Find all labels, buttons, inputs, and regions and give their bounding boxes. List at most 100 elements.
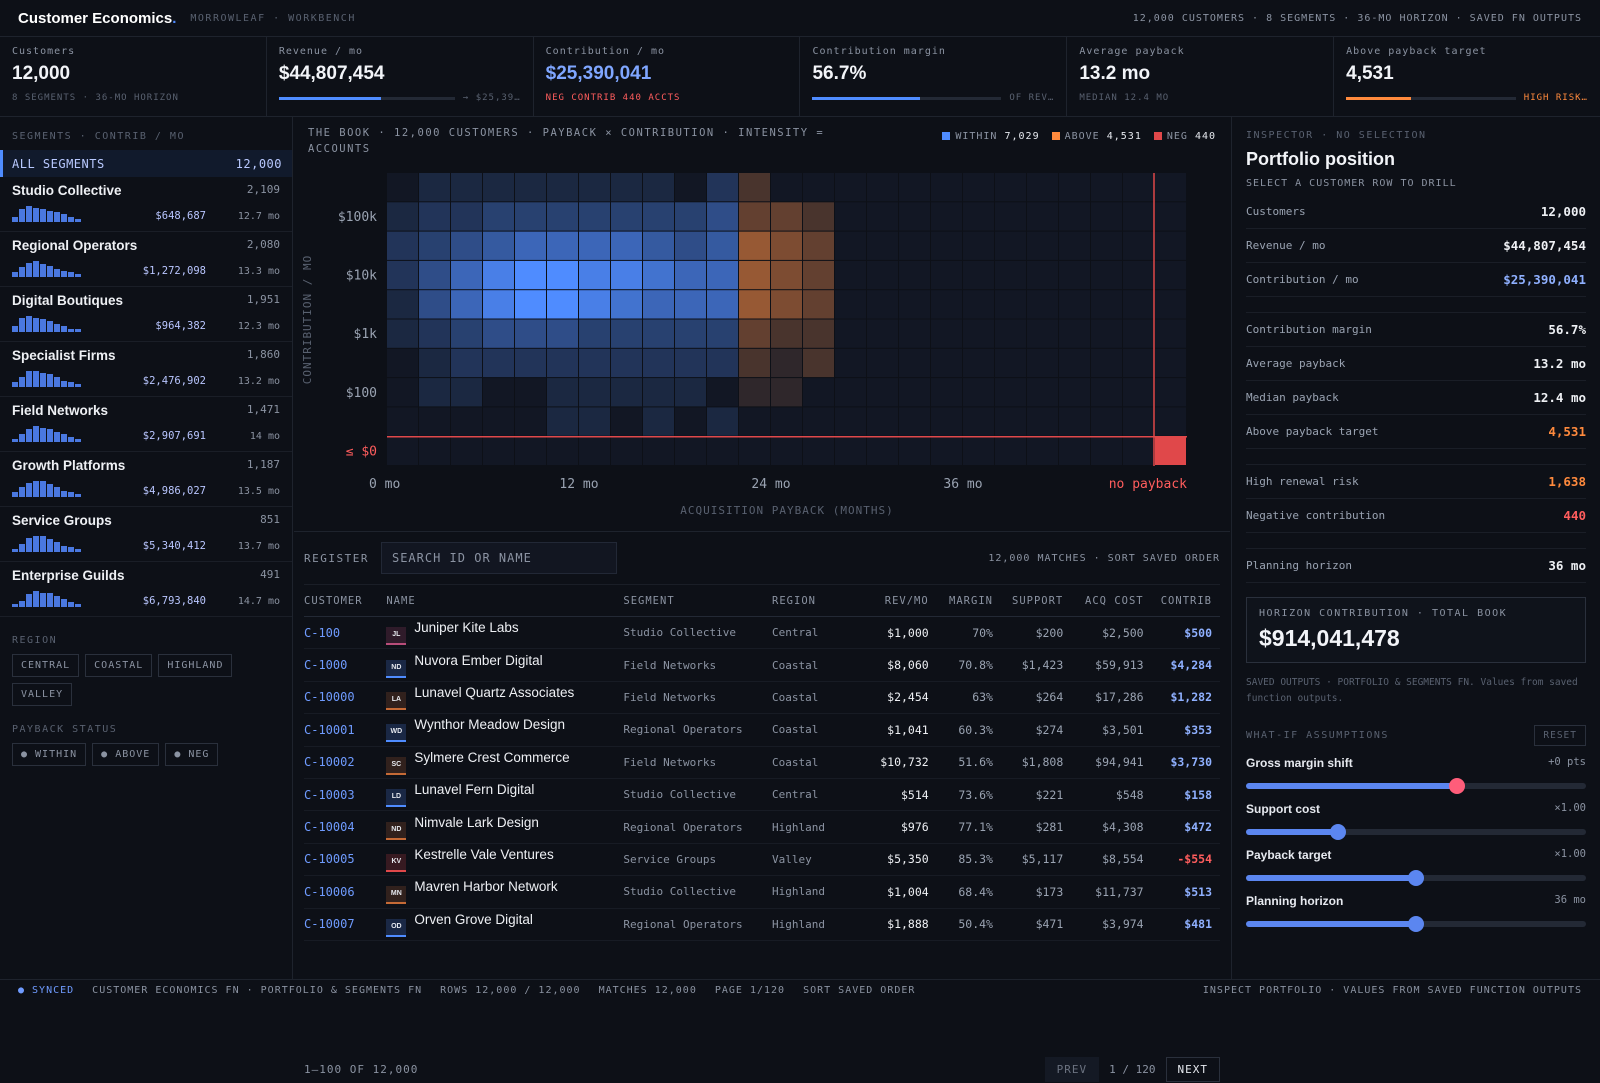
heatmap-cell[interactable] bbox=[931, 290, 962, 319]
payback-chip[interactable]: ● WITHIN bbox=[12, 743, 87, 766]
segment-item[interactable]: Specialist Firms 1,860 $2,476,902 13.2 mo bbox=[0, 342, 292, 397]
heatmap-cell[interactable] bbox=[579, 436, 610, 465]
heatmap-cell[interactable] bbox=[835, 348, 866, 378]
column-header[interactable]: REV/MO bbox=[860, 584, 929, 617]
heatmap-cell[interactable] bbox=[995, 319, 1026, 348]
heatmap-cell[interactable] bbox=[931, 407, 962, 436]
customer-id[interactable]: C-10002 bbox=[304, 746, 387, 779]
slider-handle[interactable] bbox=[1329, 824, 1346, 840]
heatmap-cell[interactable] bbox=[803, 436, 834, 465]
heatmap-cell[interactable] bbox=[643, 290, 674, 319]
heatmap-cell[interactable] bbox=[1155, 290, 1186, 319]
prev-button[interactable]: PREV bbox=[1044, 1056, 1100, 1082]
heatmap-cell[interactable] bbox=[899, 231, 930, 260]
customer-id[interactable]: C-10001 bbox=[304, 713, 387, 747]
segment-all[interactable]: ALL SEGMENTS 12,000 bbox=[0, 150, 292, 177]
heatmap-cell[interactable] bbox=[771, 290, 802, 319]
heatmap-cell[interactable] bbox=[483, 348, 514, 378]
slider-handle[interactable] bbox=[1408, 870, 1424, 886]
heatmap-cell[interactable] bbox=[419, 290, 450, 319]
heatmap-cell[interactable] bbox=[1123, 436, 1154, 465]
column-header[interactable]: NAME bbox=[386, 584, 624, 617]
heatmap-cell[interactable] bbox=[1091, 173, 1122, 202]
heatmap-cell[interactable] bbox=[515, 260, 546, 290]
region-chip[interactable]: CENTRAL bbox=[12, 654, 80, 677]
heatmap-cell[interactable] bbox=[451, 290, 482, 319]
heatmap-cell[interactable] bbox=[611, 290, 642, 319]
heatmap-cell[interactable] bbox=[579, 290, 610, 319]
heatmap-cell[interactable] bbox=[387, 378, 418, 407]
heatmap-cell[interactable] bbox=[1027, 378, 1058, 407]
heatmap-cell[interactable] bbox=[867, 436, 898, 465]
heatmap-cell[interactable] bbox=[707, 173, 738, 202]
heatmap-cell[interactable] bbox=[451, 378, 482, 407]
heatmap-cell[interactable] bbox=[1027, 348, 1058, 378]
heatmap-cell[interactable] bbox=[675, 436, 706, 465]
heatmap-cell[interactable] bbox=[611, 173, 642, 202]
heatmap-cell[interactable] bbox=[483, 202, 514, 231]
heatmap-cell[interactable] bbox=[995, 173, 1026, 202]
heatmap-cell[interactable] bbox=[803, 319, 834, 348]
heatmap-cell[interactable] bbox=[867, 319, 898, 348]
heatmap-cell[interactable] bbox=[771, 231, 802, 260]
heatmap-cell[interactable] bbox=[1091, 407, 1122, 436]
heatmap-cell[interactable] bbox=[739, 202, 770, 231]
heatmap-cell[interactable] bbox=[1091, 348, 1122, 378]
heatmap-cell[interactable] bbox=[1027, 173, 1058, 202]
heatmap-cell[interactable] bbox=[547, 319, 578, 348]
heatmap-cell[interactable] bbox=[643, 231, 674, 260]
heatmap-cell[interactable] bbox=[931, 260, 962, 290]
heatmap-cell[interactable] bbox=[835, 378, 866, 407]
heatmap-cell[interactable] bbox=[1027, 436, 1058, 465]
heatmap-cell[interactable] bbox=[835, 290, 866, 319]
heatmap-cell[interactable] bbox=[611, 319, 642, 348]
region-chip[interactable]: VALLEY bbox=[12, 683, 73, 706]
heatmap-cell[interactable] bbox=[995, 290, 1026, 319]
heatmap-cell[interactable] bbox=[835, 260, 866, 290]
heatmap-cell[interactable] bbox=[867, 202, 898, 231]
heatmap-cell[interactable] bbox=[547, 436, 578, 465]
heatmap-cell[interactable] bbox=[387, 319, 418, 348]
heatmap-cell[interactable] bbox=[579, 173, 610, 202]
heatmap-cell[interactable] bbox=[899, 173, 930, 202]
heatmap-cell[interactable] bbox=[739, 173, 770, 202]
segment-item[interactable]: Service Groups 851 $5,340,412 13.7 mo bbox=[0, 507, 292, 562]
heatmap-cell[interactable] bbox=[995, 378, 1026, 407]
heatmap-cell[interactable] bbox=[387, 173, 418, 202]
heatmap-cell[interactable] bbox=[1027, 319, 1058, 348]
heatmap-cell[interactable] bbox=[739, 407, 770, 436]
heatmap-cell[interactable] bbox=[1091, 319, 1122, 348]
heatmap-cell[interactable] bbox=[963, 319, 994, 348]
customer-id[interactable]: C-10005 bbox=[304, 843, 387, 877]
heatmap-cell[interactable] bbox=[707, 202, 738, 231]
heatmap-cell[interactable] bbox=[579, 348, 610, 378]
heatmap-cell[interactable] bbox=[1091, 290, 1122, 319]
heatmap-cell[interactable] bbox=[803, 348, 834, 378]
heatmap-cell[interactable] bbox=[1059, 436, 1090, 465]
column-header[interactable]: SUPPORT bbox=[992, 584, 1064, 617]
slider-handle[interactable] bbox=[1408, 916, 1424, 932]
heatmap-cell[interactable] bbox=[643, 173, 674, 202]
heatmap-cell[interactable] bbox=[419, 202, 450, 231]
heatmap-cell[interactable] bbox=[1155, 319, 1186, 348]
heatmap-cell[interactable] bbox=[483, 231, 514, 260]
heatmap-cell[interactable] bbox=[707, 319, 738, 348]
heatmap-cell[interactable] bbox=[739, 378, 770, 407]
heatmap-cell[interactable] bbox=[1123, 407, 1154, 436]
heatmap-cell[interactable] bbox=[451, 202, 482, 231]
payback-chip[interactable]: ● NEG bbox=[165, 743, 219, 766]
table-row[interactable]: C-10000 LA Lunavel Quartz Associates Field … bbox=[304, 681, 1220, 715]
heatmap-cell[interactable] bbox=[387, 290, 418, 319]
heatmap-cell[interactable] bbox=[1091, 231, 1122, 260]
heatmap-cell[interactable] bbox=[547, 290, 578, 319]
heatmap-cell[interactable] bbox=[419, 436, 450, 465]
heatmap-cell[interactable] bbox=[739, 231, 770, 260]
heatmap-cell[interactable] bbox=[963, 290, 994, 319]
heatmap-cell[interactable] bbox=[803, 260, 834, 290]
heatmap-cell[interactable] bbox=[931, 231, 962, 260]
heatmap-cell[interactable] bbox=[643, 260, 674, 290]
heatmap-cell[interactable] bbox=[1091, 260, 1122, 290]
heatmap-cell[interactable] bbox=[579, 378, 610, 407]
heatmap-cell[interactable] bbox=[771, 202, 802, 231]
heatmap-cell[interactable] bbox=[611, 260, 642, 290]
